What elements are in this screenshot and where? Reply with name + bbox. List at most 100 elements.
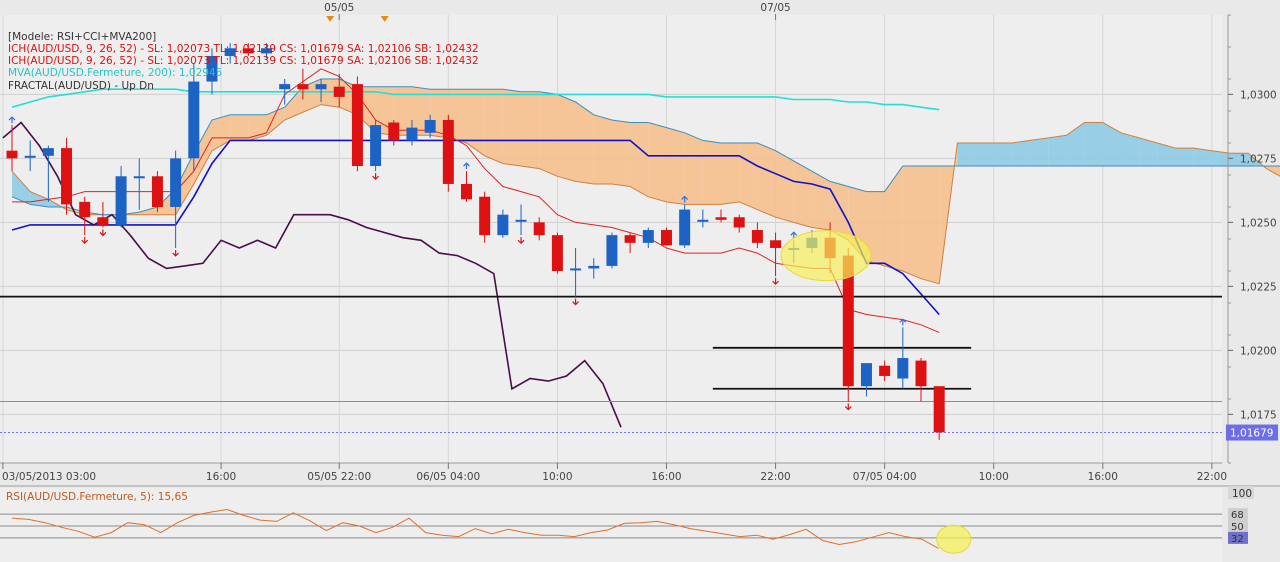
price-label-1: 1,0275 xyxy=(1240,153,1277,165)
cloud-segment-62 xyxy=(1139,137,1158,167)
candle-body-36 xyxy=(660,230,672,246)
cloud-segment-69 xyxy=(1266,166,1280,177)
cloud-segment-67 xyxy=(1230,153,1249,167)
rsi-panel: RSI(AUD/USD.Fermeture, 5): 15,65 100 68503… xyxy=(0,485,1280,554)
candle-body-48 xyxy=(879,365,891,376)
candle-body-9 xyxy=(170,158,182,207)
candle-body-3 xyxy=(61,148,73,205)
candle-body-15 xyxy=(279,84,291,90)
candle-body-14 xyxy=(261,48,273,54)
time-label-8: 10:00 xyxy=(979,471,1009,483)
cloud-segment-37 xyxy=(684,132,703,205)
cloud-segment-41 xyxy=(757,143,776,218)
time-label-7: 07/05 04:00 xyxy=(853,471,917,483)
fractal-up-0 xyxy=(8,116,16,124)
candle-body-51 xyxy=(933,386,945,433)
top-date-1: 07/05 xyxy=(760,2,790,14)
candle-body-49 xyxy=(897,358,909,379)
candle-body-22 xyxy=(406,127,418,141)
candle-body-35 xyxy=(642,230,654,243)
cloud-segment-42 xyxy=(775,150,794,223)
fractal-down-1 xyxy=(99,229,107,237)
cloud-segment-56 xyxy=(1030,137,1049,167)
candle-body-46 xyxy=(842,255,854,387)
cloud-segment-40 xyxy=(739,143,758,210)
fractal-up-3 xyxy=(790,231,798,239)
rsi-label: RSI(AUD/USD.Fermeture, 5): 15,65 xyxy=(6,491,188,503)
cloud-segment-57 xyxy=(1048,135,1067,167)
highlight-ichimoku-cross xyxy=(780,230,872,282)
candle-body-20 xyxy=(370,125,382,167)
cloud-segment-59 xyxy=(1084,122,1103,167)
cloud-segment-60 xyxy=(1102,122,1121,167)
fractal-down-4 xyxy=(517,237,525,245)
candle-body-41 xyxy=(751,230,763,243)
cloud-segment-1 xyxy=(30,191,49,207)
cloud-segment-35 xyxy=(648,122,667,202)
cloud-segment-63 xyxy=(1157,143,1176,167)
time-axis: 03/05/2013 03:00 16:00 05/05 22:00 06/05 04… xyxy=(0,462,1227,483)
rsi-max-label: 100 xyxy=(1232,488,1252,500)
cloud-segment-38 xyxy=(702,140,722,205)
candle-body-29 xyxy=(533,222,545,236)
cloud-segment-14 xyxy=(266,107,285,136)
fractal-down-5 xyxy=(572,298,580,306)
candle-body-1 xyxy=(24,155,36,158)
cloud-segment-64 xyxy=(1175,148,1194,167)
candle-body-32 xyxy=(588,265,600,269)
time-label-5: 16:00 xyxy=(651,471,681,483)
cloud-segment-25 xyxy=(466,89,485,156)
cloud-segment-28 xyxy=(521,91,540,169)
candle-body-28 xyxy=(515,219,527,222)
candlesticks xyxy=(6,43,945,440)
candle-body-5 xyxy=(97,217,109,225)
top-date-markers: 05/05 07/05 xyxy=(324,2,791,22)
candle-body-34 xyxy=(624,235,636,243)
cloud-segment-43 xyxy=(793,160,812,228)
rsi-level-label-1: 50 xyxy=(1231,522,1244,533)
top-date-0: 05/05 xyxy=(324,2,354,14)
price-label-2: 1,0250 xyxy=(1240,217,1277,229)
rsi-level-label-0: 68 xyxy=(1231,510,1244,521)
cloud-segment-52 xyxy=(957,143,976,167)
price-axis: 1,0300 1,0275 1,0250 1,0225 1,0200 1,0175 1,01… xyxy=(1226,14,1278,464)
fractal-up-4 xyxy=(899,318,907,326)
candle-body-24 xyxy=(442,119,454,184)
fractal-up-1 xyxy=(463,162,470,170)
time-label-6: 22:00 xyxy=(760,471,790,483)
fractal-up-2 xyxy=(681,195,689,203)
support-resistance-lines xyxy=(0,295,1222,434)
fractal-down-6 xyxy=(772,278,779,285)
price-label-5: 1,0175 xyxy=(1240,409,1277,421)
current-price-badge xyxy=(1226,424,1278,441)
cloud-segment-47 xyxy=(866,191,885,266)
cloud-segment-36 xyxy=(666,127,685,205)
candle-body-6 xyxy=(115,176,127,225)
cloud-segment-11 xyxy=(211,114,231,151)
candle-body-39 xyxy=(715,217,727,220)
candle-body-7 xyxy=(133,176,145,179)
legend-mva200: MVA(AUD/USD.Fermeture, 200): 1,02945 xyxy=(8,67,222,79)
current-price-label: 1,01679 xyxy=(1230,428,1273,440)
time-label-10: 22:00 xyxy=(1197,471,1227,483)
candle-body-33 xyxy=(606,235,618,266)
cloud-segment-50 xyxy=(921,166,940,284)
fractal-down-7 xyxy=(844,403,852,411)
mva200-line xyxy=(11,88,940,111)
candle-body-50 xyxy=(915,360,927,387)
candle-body-0 xyxy=(6,150,18,159)
cloud-segment-27 xyxy=(502,89,522,167)
cloud-segment-58 xyxy=(1066,122,1085,167)
cloud-segment-65 xyxy=(1193,148,1212,167)
senkou-b-line xyxy=(11,78,1280,216)
session-marker-0 xyxy=(326,16,335,22)
cloud-segment-7 xyxy=(139,207,158,215)
legend: [Modele: RSI+CCI+MVA200] ICH(AUD/USD, 9,… xyxy=(8,31,479,92)
price-label-3: 1,0225 xyxy=(1240,281,1277,293)
candle-body-19 xyxy=(351,84,363,167)
time-label-4: 10:00 xyxy=(542,471,572,483)
candle-body-31 xyxy=(570,268,582,271)
cloud-segment-54 xyxy=(993,143,1012,167)
time-label-0: 03/05/2013 03:00 xyxy=(2,471,96,483)
